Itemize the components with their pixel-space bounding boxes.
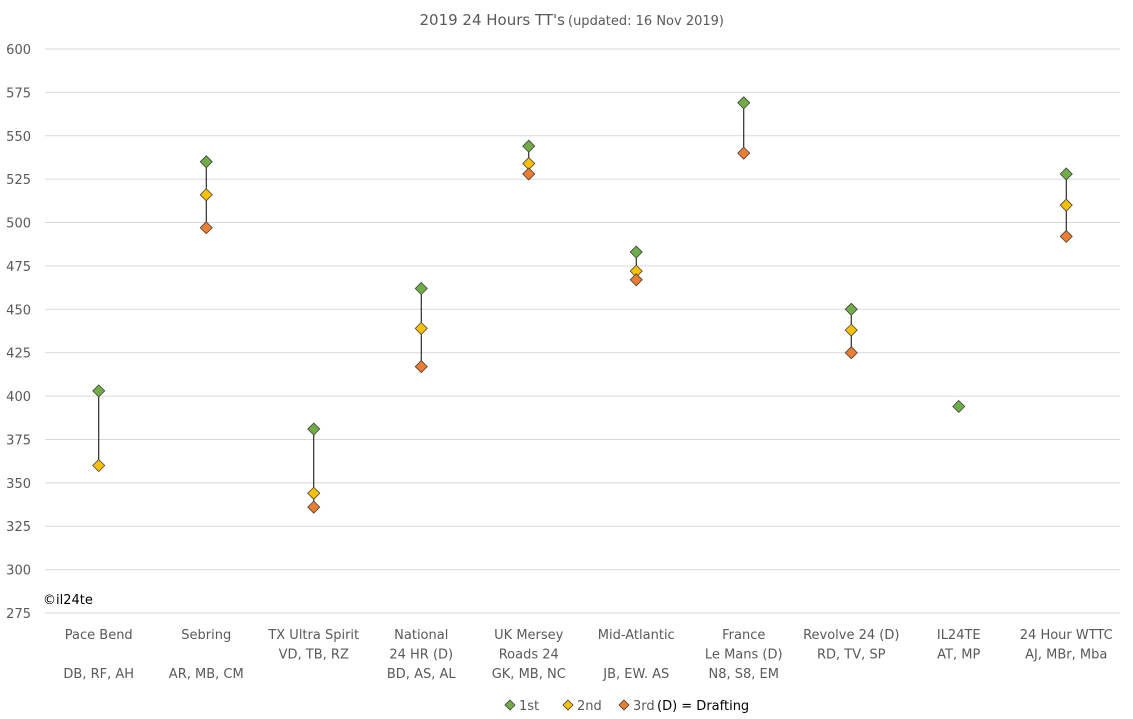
marker-2nd	[844, 323, 858, 337]
marker-2nd	[1059, 198, 1073, 212]
copyright-text: ©il24te	[43, 593, 93, 608]
category-label: 24 Hour WTTC	[1020, 628, 1113, 643]
category-label: BD, AS, AL	[387, 667, 456, 682]
category-label: JB, EW. AS	[602, 667, 669, 682]
marker-3rd	[737, 146, 751, 160]
category-label: Sebring	[181, 628, 231, 643]
marker-2nd	[199, 188, 213, 202]
marker-1st	[1059, 167, 1073, 181]
y-tick-label: 550	[6, 130, 31, 145]
category-label: AT, MP	[937, 648, 980, 663]
y-tick-label: 400	[6, 390, 31, 405]
legend-label: 3rd	[633, 699, 655, 714]
legend-note: (D) = Drafting	[657, 699, 749, 714]
category-label: Pace Bend	[65, 628, 133, 643]
category-label: N8, S8, EM	[709, 667, 779, 682]
category-label: Mid-Atlantic	[598, 628, 675, 643]
marker-2nd	[92, 458, 106, 473]
marker-3rd	[522, 167, 536, 181]
y-tick-label: 475	[6, 260, 31, 275]
category-label: UK Mersey	[494, 628, 564, 643]
marker-1st	[522, 139, 536, 153]
legend: 1st 2nd 3rd (D) = Drafting	[504, 699, 749, 714]
marker-3rd	[307, 500, 321, 514]
data-points	[92, 96, 1073, 514]
legend-marker-1st	[504, 699, 516, 711]
y-tick-label: 450	[6, 303, 31, 318]
marker-3rd	[844, 346, 858, 360]
category-label: RD, TV, SP	[817, 648, 886, 663]
y-tick-label: 325	[6, 520, 31, 535]
range-lines	[98, 102, 1067, 508]
category-label: TX Ultra Spirit	[267, 628, 359, 643]
y-tick-label: 575	[6, 86, 31, 101]
marker-1st	[307, 422, 321, 436]
marker-1st	[952, 399, 966, 414]
y-tick-label: 525	[6, 173, 31, 188]
category-label: Le Mans (D)	[705, 648, 783, 663]
category-label: DB, RF, AH	[63, 667, 134, 682]
category-label: National	[394, 628, 448, 643]
category-label: Revolve 24 (D)	[803, 628, 899, 643]
category-label: France	[722, 628, 765, 643]
category-label: AJ, MBr, Mba	[1025, 648, 1107, 663]
legend-label: 2nd	[577, 699, 602, 714]
marker-1st	[414, 281, 428, 296]
marker-1st	[844, 302, 858, 316]
marker-1st	[737, 96, 751, 110]
y-tick-label: 375	[6, 433, 31, 448]
y-axis-ticks: 275 300 325 350 375 400 425 450 475 500 525 550 575 6…	[6, 43, 31, 622]
legend-marker-2nd	[562, 699, 574, 711]
x-axis-categories: Pace Bend DB, RF, AH Sebring AR, MB, CM TX U…	[63, 628, 1112, 682]
marker-1st	[629, 245, 643, 259]
y-tick-label: 300	[6, 564, 31, 579]
legend-marker-3rd	[618, 699, 630, 711]
category-label: IL24TE	[937, 628, 981, 643]
category-label: 24 HR (D)	[389, 648, 453, 663]
marker-3rd	[199, 221, 213, 235]
chart-subtitle: (updated: 16 Nov 2019)	[568, 14, 724, 29]
category-label: Roads 24	[499, 648, 559, 663]
y-tick-label: 275	[6, 607, 31, 622]
marker-3rd	[1059, 229, 1073, 243]
gridlines	[45, 48, 1120, 614]
category-label: AR, MB, CM	[169, 667, 244, 682]
y-tick-label: 350	[6, 477, 31, 492]
y-tick-label: 500	[6, 217, 31, 232]
marker-1st	[199, 155, 213, 169]
y-tick-label: 425	[6, 347, 31, 362]
marker-1st	[92, 384, 106, 398]
marker-3rd	[414, 360, 428, 374]
marker-2nd	[307, 486, 321, 500]
marker-2nd	[414, 321, 428, 335]
category-label: VD, TB, RZ	[279, 648, 349, 663]
category-label: GK, MB, NC	[492, 667, 566, 682]
y-tick-label: 600	[6, 43, 31, 58]
marker-3rd	[629, 273, 643, 287]
chart-title: 2019 24 Hours TT's	[419, 11, 565, 29]
legend-label: 1st	[519, 699, 539, 714]
